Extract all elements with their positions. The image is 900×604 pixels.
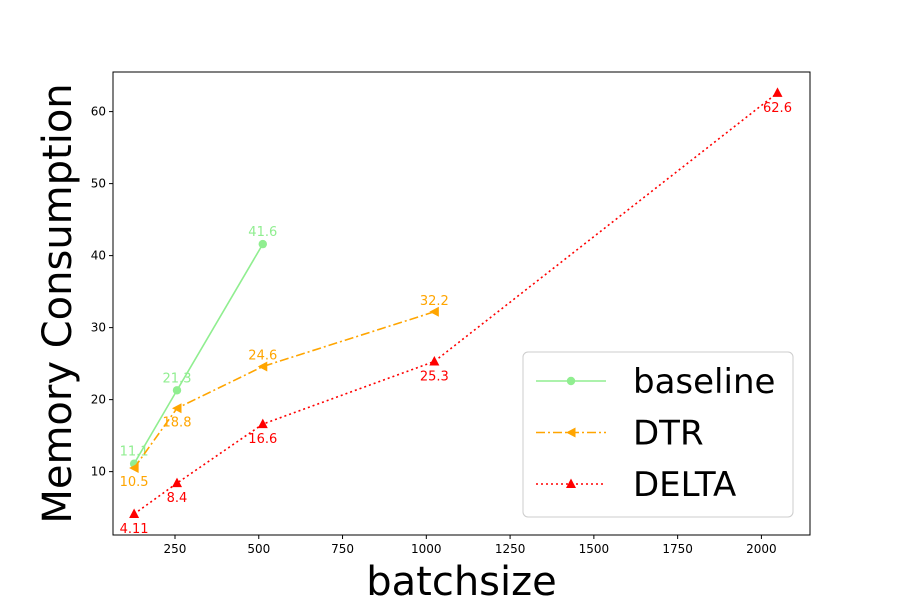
- legend-label-delta: DELTA: [633, 465, 736, 505]
- series-delta-marker-0: [129, 508, 140, 519]
- x-tick-label-5: 1500: [579, 542, 610, 556]
- data-label-baseline-2: 41.6: [248, 225, 277, 240]
- legend-entry-baseline: baseline: [536, 362, 775, 402]
- y-tick-label-0: 10: [91, 465, 106, 479]
- legend: baseline DTR DELTA: [522, 351, 794, 518]
- y-tick-label-1: 20: [91, 393, 106, 407]
- legend-label-baseline: baseline: [633, 362, 775, 402]
- data-label-baseline-1: 21.3: [163, 371, 192, 386]
- x-axis-title: batchsize: [366, 559, 557, 600]
- data-label-baseline-0: 11.1: [120, 445, 149, 460]
- data-label-dtr-2: 24.6: [248, 349, 277, 364]
- series-delta: 4.11 8.4 16.6 25.3 62.6: [120, 87, 792, 537]
- x-tick-label-7: 2000: [746, 542, 777, 556]
- data-label-delta-2: 16.6: [248, 432, 277, 447]
- y-axis-title: Memory Consumption: [35, 83, 81, 523]
- legend-delta-marker-0: [566, 478, 576, 488]
- data-label-delta-1: 8.4: [167, 491, 188, 506]
- series-dtr-marker-2: [257, 361, 268, 372]
- data-label-delta-4: 62.6: [763, 101, 792, 116]
- series-baseline-marker-2: [258, 239, 267, 249]
- y-axis-ticks: 10 20 30 40 50 60: [91, 105, 113, 479]
- legend-entry-dtr: DTR: [536, 414, 704, 454]
- series-dtr-marker-0: [129, 463, 139, 474]
- data-label-delta-3: 25.3: [420, 369, 449, 384]
- legend-entry-delta: DELTA: [536, 465, 736, 505]
- series-delta-marker-3: [429, 355, 440, 366]
- series-delta-marker-4: [772, 87, 783, 97]
- series-baseline: 11.1 21.3 41.6: [120, 225, 277, 468]
- series-dtr-marker-1: [172, 403, 182, 414]
- data-label-delta-0: 4.11: [120, 522, 149, 537]
- legend-baseline-marker-0: [566, 376, 576, 386]
- series-layer: 11.1 21.3 41.6 10.5 18.8 24.6 32.2 4.11 8.4 16.6 2…: [120, 87, 792, 537]
- data-label-dtr-0: 10.5: [120, 475, 149, 490]
- series-dtr: 10.5 18.8 24.6 32.2: [120, 294, 449, 490]
- x-axis-ticks: 250 500 750 1000 1250 1500 1750 2000: [164, 535, 777, 556]
- y-tick-label-4: 50: [91, 177, 106, 191]
- x-tick-label-3: 1000: [411, 542, 442, 556]
- data-label-dtr-1: 18.8: [163, 415, 192, 430]
- y-tick-label-5: 60: [91, 105, 106, 119]
- legend-label-dtr: DTR: [633, 414, 704, 454]
- x-tick-label-0: 250: [164, 542, 187, 556]
- legend-box: [522, 351, 794, 518]
- series-delta-marker-1: [172, 477, 183, 488]
- y-tick-label-2: 30: [91, 321, 106, 335]
- x-tick-label-4: 1250: [495, 542, 526, 556]
- series-line-dtr: [133, 311, 435, 469]
- data-label-dtr-3: 32.2: [420, 294, 449, 309]
- series-delta-marker-2: [257, 418, 268, 429]
- x-tick-label-1: 500: [247, 542, 270, 556]
- series-dtr-marker-3: [429, 306, 439, 317]
- x-tick-label-2: 750: [331, 542, 354, 556]
- x-tick-label-6: 1750: [662, 542, 693, 556]
- legend-dtr-marker-0: [566, 427, 576, 438]
- series-baseline-marker-1: [172, 386, 182, 395]
- y-tick-label-3: 40: [91, 249, 106, 263]
